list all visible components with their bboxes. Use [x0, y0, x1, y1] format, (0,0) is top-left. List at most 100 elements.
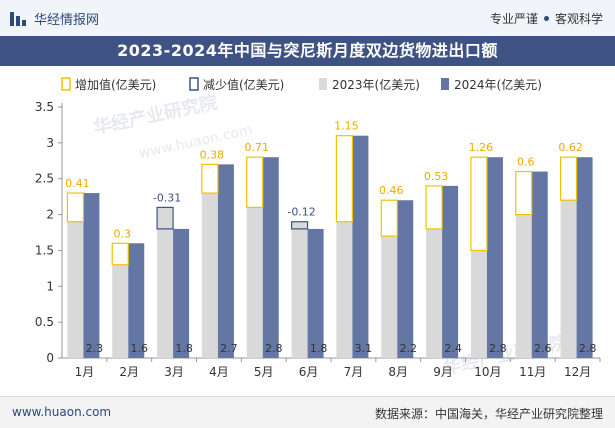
bar-2023 [201, 193, 218, 358]
increase-box [111, 242, 129, 266]
bar-2024 [262, 157, 279, 358]
bar-2023 [67, 221, 84, 358]
bar-2023 [426, 228, 443, 358]
value-label-2024: 2.3 [86, 342, 104, 355]
footer-site: www.huaon.com [12, 405, 112, 419]
value-label-2024: 2.7 [220, 342, 238, 355]
change-label: 0.71 [245, 141, 270, 154]
legend-label: 增加值(亿美元) [75, 77, 156, 92]
change-label: -0.31 [153, 191, 181, 204]
value-label-2024: 1.6 [131, 342, 149, 355]
bar-2024 [173, 228, 190, 358]
x-tick-label: 4月 [209, 365, 229, 379]
value-label-2024: 3.1 [355, 342, 373, 355]
x-tick-label: 11月 [519, 365, 546, 379]
legend-label: 2024年(亿美元) [454, 77, 542, 92]
bar-2023 [515, 214, 532, 358]
y-tick-label: 0 [46, 351, 54, 365]
slogan: 专业严谨 客观科学 [490, 10, 603, 27]
y-tick-label: 2.5 [35, 172, 54, 186]
value-label-2024: 2.4 [444, 342, 462, 355]
increase-box [515, 170, 533, 216]
legend-decrease-swatch [189, 77, 199, 91]
bar-2024 [128, 243, 145, 358]
value-label-2024: 2.2 [400, 342, 418, 355]
value-label-2024: 2.8 [489, 342, 507, 355]
change-label: 1.15 [334, 120, 359, 133]
watermark-text: 华经产业研究院 [91, 91, 219, 139]
top-bar: 华经情报网 专业严谨 客观科学 [0, 0, 615, 36]
footer: www.huaon.com 数据来源：中国海关，华经产业研究院整理 [0, 396, 615, 428]
x-tick-label: 2月 [119, 365, 139, 379]
x-tick-label: 6月 [299, 365, 319, 379]
data-source: 数据来源：中国海关，华经产业研究院整理 [374, 407, 603, 421]
decrease-box [156, 206, 174, 230]
increase-box [470, 156, 488, 252]
value-label-2024: 1.8 [175, 342, 193, 355]
x-tick-label: 8月 [388, 365, 408, 379]
bar-2024 [397, 200, 414, 358]
change-label: 0.6 [517, 156, 535, 169]
slogan-right: 客观科学 [554, 12, 603, 26]
bar-2023 [157, 207, 174, 358]
increase-box [559, 156, 578, 201]
dot-icon [543, 16, 549, 21]
legend-label: 2023年(亿美元) [332, 77, 420, 92]
bar-2023 [470, 250, 487, 358]
bar-2024 [352, 135, 369, 358]
bar-2024 [442, 185, 459, 358]
increase-box [335, 135, 354, 223]
bar-2024 [531, 171, 548, 358]
legend-increase-swatch [61, 77, 71, 91]
legend-label: 减少值(亿美元) [203, 77, 284, 92]
increase-box [201, 163, 219, 194]
legend-2023-swatch [319, 78, 327, 90]
bar-logo-icon [10, 11, 26, 26]
y-tick-label: 3.5 [35, 100, 54, 114]
title-bar: 2023-2024年中国与突尼斯月度双边货物进出口额 [0, 36, 615, 66]
bar-2024 [83, 193, 100, 358]
value-label-2024: 2.8 [265, 342, 283, 355]
change-label: 1.26 [469, 141, 494, 154]
brand-name: 华经情报网 [34, 13, 100, 28]
bar-2024 [576, 157, 593, 358]
increase-box [246, 156, 264, 208]
x-tick-label: 10月 [474, 365, 501, 379]
bar-2024 [307, 228, 324, 358]
x-tick-label: 12月 [564, 365, 591, 379]
change-label: 0.53 [424, 170, 449, 183]
bar-2023 [381, 236, 398, 358]
y-tick-label: 1.5 [35, 243, 54, 257]
change-label: 0.62 [558, 141, 583, 154]
value-label-2024: 2.8 [579, 342, 597, 355]
change-label: 0.46 [379, 184, 404, 197]
change-label: -0.12 [287, 206, 315, 219]
increase-box [380, 199, 398, 237]
value-label-2024: 2.6 [534, 342, 552, 355]
x-tick-label: 7月 [344, 365, 364, 379]
x-tick-label: 5月 [254, 365, 274, 379]
change-label: 0.3 [114, 227, 132, 240]
x-tick-label: 3月 [164, 365, 184, 379]
slogan-left: 专业严谨 [489, 12, 538, 26]
change-label: 0.38 [200, 148, 225, 161]
watermark-text: 华经产业研究院 [441, 331, 569, 379]
value-label-2024: 1.8 [310, 342, 328, 355]
y-tick-label: 2 [46, 208, 54, 222]
x-tick-label: 1月 [75, 365, 95, 379]
legend-2024-swatch [441, 78, 449, 90]
bar-2023 [560, 200, 577, 358]
y-tick-label: 0.5 [35, 315, 54, 329]
watermark-url: www.huaon.com [138, 122, 254, 162]
bar-2023 [246, 207, 263, 358]
decrease-box [290, 221, 309, 230]
increase-box [66, 192, 85, 223]
brand-logo: 华经情报网 [10, 9, 99, 28]
bar-2024 [486, 157, 503, 358]
increase-box [425, 185, 443, 230]
bar-2024 [217, 164, 234, 358]
bar-2023 [291, 221, 308, 358]
bar-2023 [112, 264, 129, 358]
